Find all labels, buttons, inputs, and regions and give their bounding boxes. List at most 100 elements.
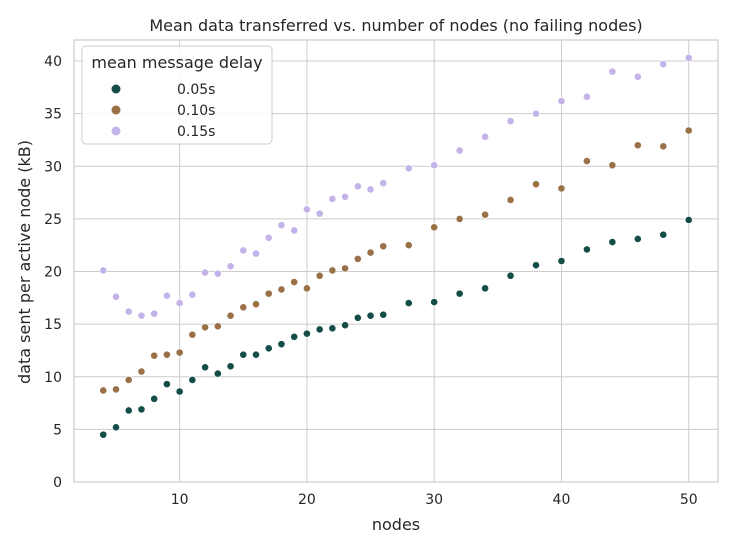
data-point — [99, 430, 108, 439]
data-point — [557, 97, 566, 105]
data-point — [328, 324, 337, 333]
data-point — [201, 268, 209, 277]
data-point — [557, 257, 566, 265]
chart-title: Mean data transferred vs. number of node… — [149, 16, 642, 35]
y-tick-label: 15 — [44, 317, 62, 333]
data-point — [112, 292, 120, 301]
data-point — [481, 132, 489, 141]
y-tick-label: 20 — [44, 265, 62, 281]
data-point — [532, 109, 540, 118]
data-point — [366, 311, 375, 320]
data-point — [315, 271, 324, 280]
data-point — [659, 142, 668, 151]
data-point — [659, 230, 668, 239]
x-tick-label: 40 — [553, 492, 571, 508]
data-point — [290, 278, 299, 286]
data-point — [659, 60, 668, 69]
data-point — [379, 310, 388, 319]
data-point — [633, 72, 642, 81]
data-point — [315, 209, 324, 218]
data-point — [379, 179, 388, 188]
data-point — [137, 367, 146, 376]
legend-marker — [111, 84, 121, 94]
x-tick-label: 20 — [298, 492, 316, 508]
data-point — [124, 376, 133, 384]
data-point — [99, 266, 108, 275]
y-axis-label: data sent per active node (kB) — [15, 140, 34, 384]
data-point — [328, 266, 337, 275]
data-point — [252, 350, 260, 359]
data-point — [404, 299, 413, 307]
data-point — [264, 233, 273, 242]
data-point — [353, 182, 362, 191]
data-point — [188, 290, 197, 299]
y-tick-label: 40 — [44, 54, 62, 70]
data-point — [608, 67, 617, 76]
data-point — [430, 223, 439, 232]
data-point — [150, 351, 159, 360]
data-point — [175, 299, 184, 307]
x-tick-label: 30 — [425, 492, 443, 508]
data-point — [239, 350, 248, 359]
data-point — [455, 289, 464, 298]
data-point — [277, 221, 286, 230]
data-point — [277, 285, 286, 294]
data-point — [188, 376, 197, 384]
data-point — [341, 264, 349, 273]
data-point — [404, 241, 413, 250]
data-point — [455, 146, 464, 155]
data-point — [404, 164, 413, 173]
data-point — [366, 185, 375, 194]
legend-label: 0.15s — [177, 124, 215, 140]
data-point — [608, 161, 617, 170]
data-point — [506, 271, 515, 280]
data-point — [481, 284, 489, 293]
legend-title: mean message delay — [91, 53, 262, 72]
data-point — [163, 350, 171, 359]
y-tick-label: 10 — [44, 370, 62, 386]
data-point — [264, 289, 273, 298]
data-point — [430, 161, 439, 170]
data-point — [684, 126, 693, 135]
data-point — [201, 323, 209, 332]
y-tick-label: 5 — [53, 422, 62, 438]
data-point — [315, 325, 324, 334]
data-point — [99, 386, 108, 395]
data-point — [633, 234, 642, 243]
y-tick-label: 25 — [44, 212, 62, 228]
data-point — [684, 53, 693, 62]
legend-box — [81, 45, 273, 145]
data-point — [328, 195, 337, 203]
y-tick-label: 35 — [44, 107, 62, 123]
data-point — [430, 298, 439, 306]
data-point — [684, 216, 693, 224]
data-point — [506, 196, 515, 204]
data-point — [532, 180, 540, 189]
data-point — [188, 330, 197, 339]
data-point — [290, 332, 299, 341]
data-point — [137, 311, 146, 320]
data-point — [277, 340, 286, 349]
data-point — [239, 303, 248, 312]
data-point — [226, 362, 235, 371]
x-tick-label: 10 — [171, 492, 189, 508]
legend-marker — [111, 105, 121, 115]
data-point — [252, 300, 260, 309]
data-point — [124, 406, 133, 415]
legend-label: 0.05s — [177, 82, 215, 98]
data-point — [583, 92, 591, 101]
data-point — [290, 226, 299, 235]
data-point — [175, 348, 184, 357]
data-point — [379, 242, 388, 251]
data-point — [341, 192, 349, 201]
data-point — [112, 385, 120, 394]
y-tick-label: 0 — [53, 475, 62, 491]
plot-frame — [73, 39, 719, 483]
data-point — [366, 248, 375, 257]
data-point — [163, 380, 171, 389]
data-point — [213, 369, 222, 378]
data-point — [532, 261, 540, 270]
data-point — [213, 322, 222, 331]
data-point — [481, 210, 489, 219]
